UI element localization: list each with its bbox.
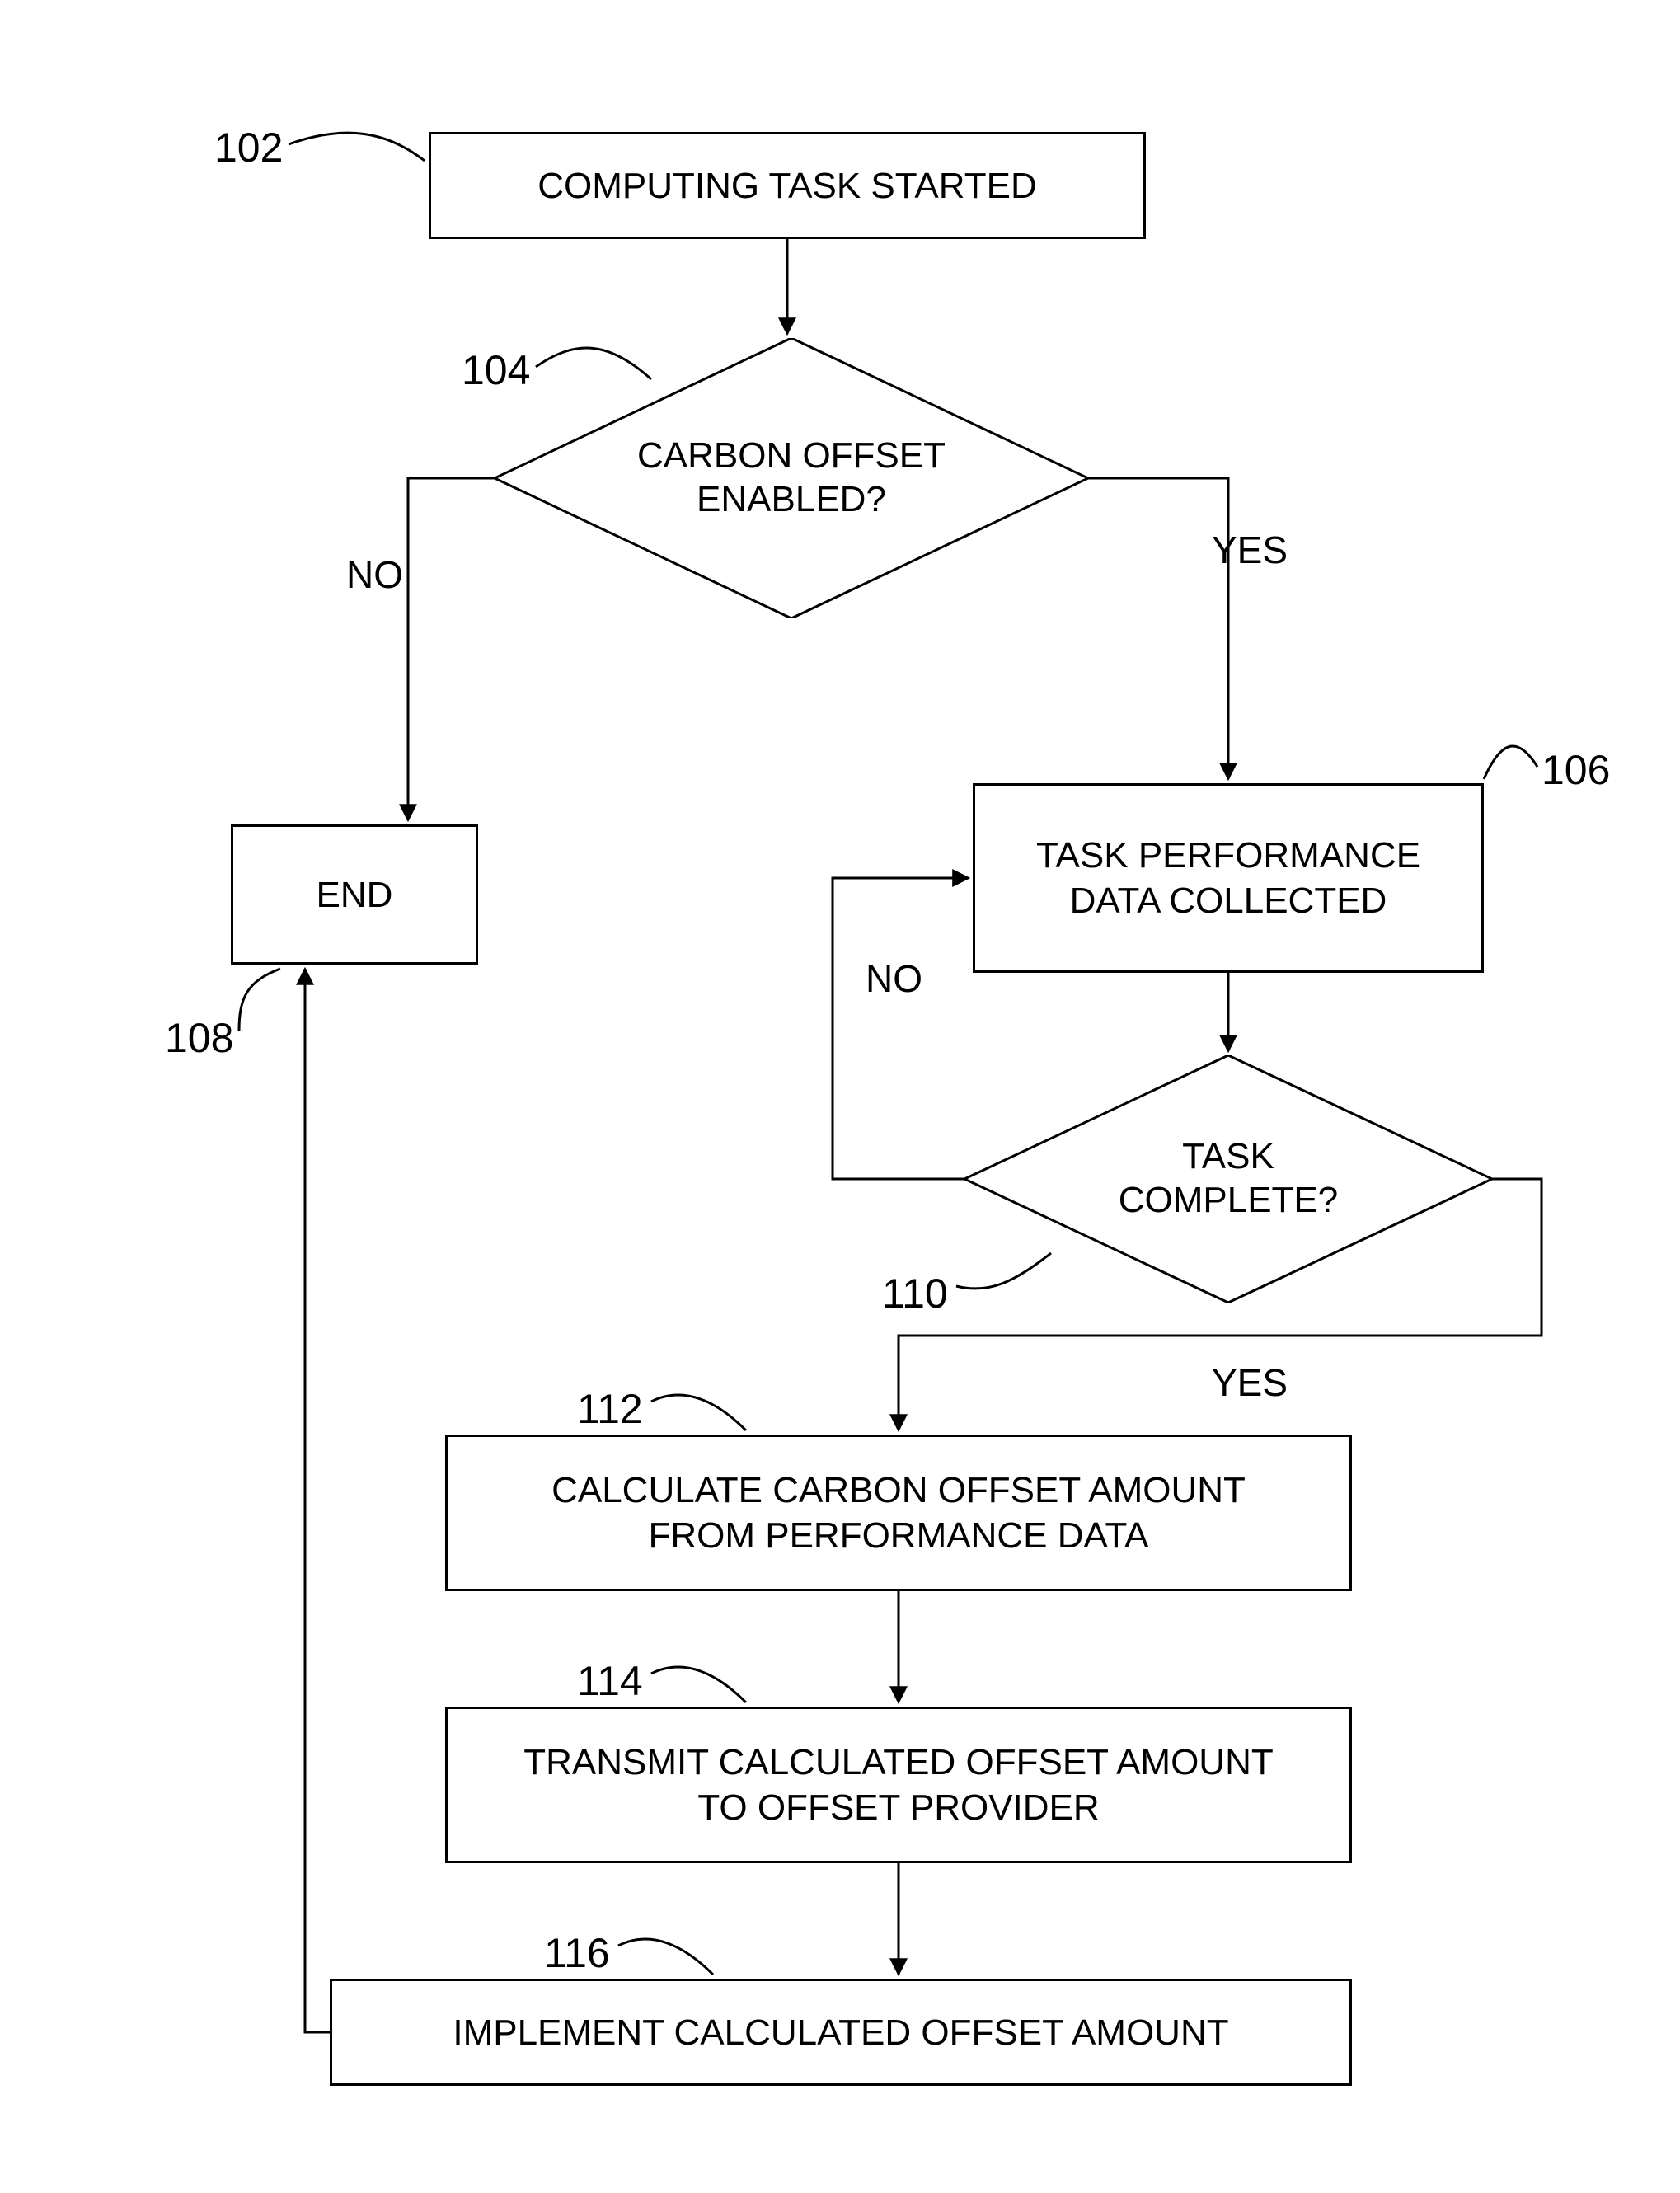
- leader-line: [618, 1939, 713, 1975]
- node-label: TRANSMIT CALCULATED OFFSET AMOUNTTO OFFS…: [523, 1740, 1273, 1830]
- ref-label-r106: 106: [1542, 746, 1610, 794]
- ref-label-r108: 108: [165, 1014, 233, 1062]
- edge-n110-n106: [833, 878, 969, 1179]
- edge-label-e_no1: NO: [346, 552, 403, 597]
- ref-label-r102: 102: [214, 124, 283, 171]
- ref-label-r110: 110: [882, 1270, 948, 1317]
- edge-n116-n108: [305, 969, 330, 2032]
- flowchart-node-n114: TRANSMIT CALCULATED OFFSET AMOUNTTO OFFS…: [445, 1707, 1352, 1863]
- edge-label-e_yes1: YES: [1212, 528, 1288, 572]
- leader-line: [1484, 746, 1537, 779]
- leader-line: [651, 1395, 746, 1430]
- leader-line: [651, 1667, 746, 1702]
- ref-label-r112: 112: [577, 1385, 643, 1433]
- node-label: COMPUTING TASK STARTED: [537, 163, 1036, 209]
- node-label: CALCULATE CARBON OFFSET AMOUNTFROM PERFO…: [551, 1467, 1246, 1558]
- flowchart-node-n116: IMPLEMENT CALCULATED OFFSET AMOUNT: [330, 1979, 1352, 2086]
- node-label: CARBON OFFSETENABLED?: [637, 434, 946, 522]
- ref-label-r114: 114: [577, 1657, 643, 1705]
- flowchart-node-n112: CALCULATE CARBON OFFSET AMOUNTFROM PERFO…: [445, 1435, 1352, 1591]
- node-label: END: [317, 872, 393, 918]
- node-label: TASK PERFORMANCEDATA COLLECTED: [1036, 833, 1420, 923]
- leader-line: [239, 969, 280, 1031]
- ref-label-r104: 104: [462, 346, 530, 394]
- flowchart-decision-n110: TASKCOMPLETE?: [964, 1055, 1492, 1303]
- edge-n104-n108: [408, 478, 495, 820]
- leader-line: [289, 133, 425, 161]
- flowchart-node-n108: END: [231, 824, 478, 965]
- edge-label-e_yes2: YES: [1212, 1360, 1288, 1405]
- node-label: IMPLEMENT CALCULATED OFFSET AMOUNT: [453, 2010, 1228, 2055]
- ref-label-r116: 116: [544, 1929, 610, 1977]
- flowchart-node-n102: COMPUTING TASK STARTED: [429, 132, 1146, 239]
- edge-n104-n106: [1088, 478, 1228, 779]
- edge-label-e_no2: NO: [866, 956, 922, 1001]
- flowchart-node-n106: TASK PERFORMANCEDATA COLLECTED: [973, 783, 1484, 973]
- flowchart-decision-n104: CARBON OFFSETENABLED?: [495, 338, 1088, 618]
- node-label: TASKCOMPLETE?: [1119, 1135, 1339, 1223]
